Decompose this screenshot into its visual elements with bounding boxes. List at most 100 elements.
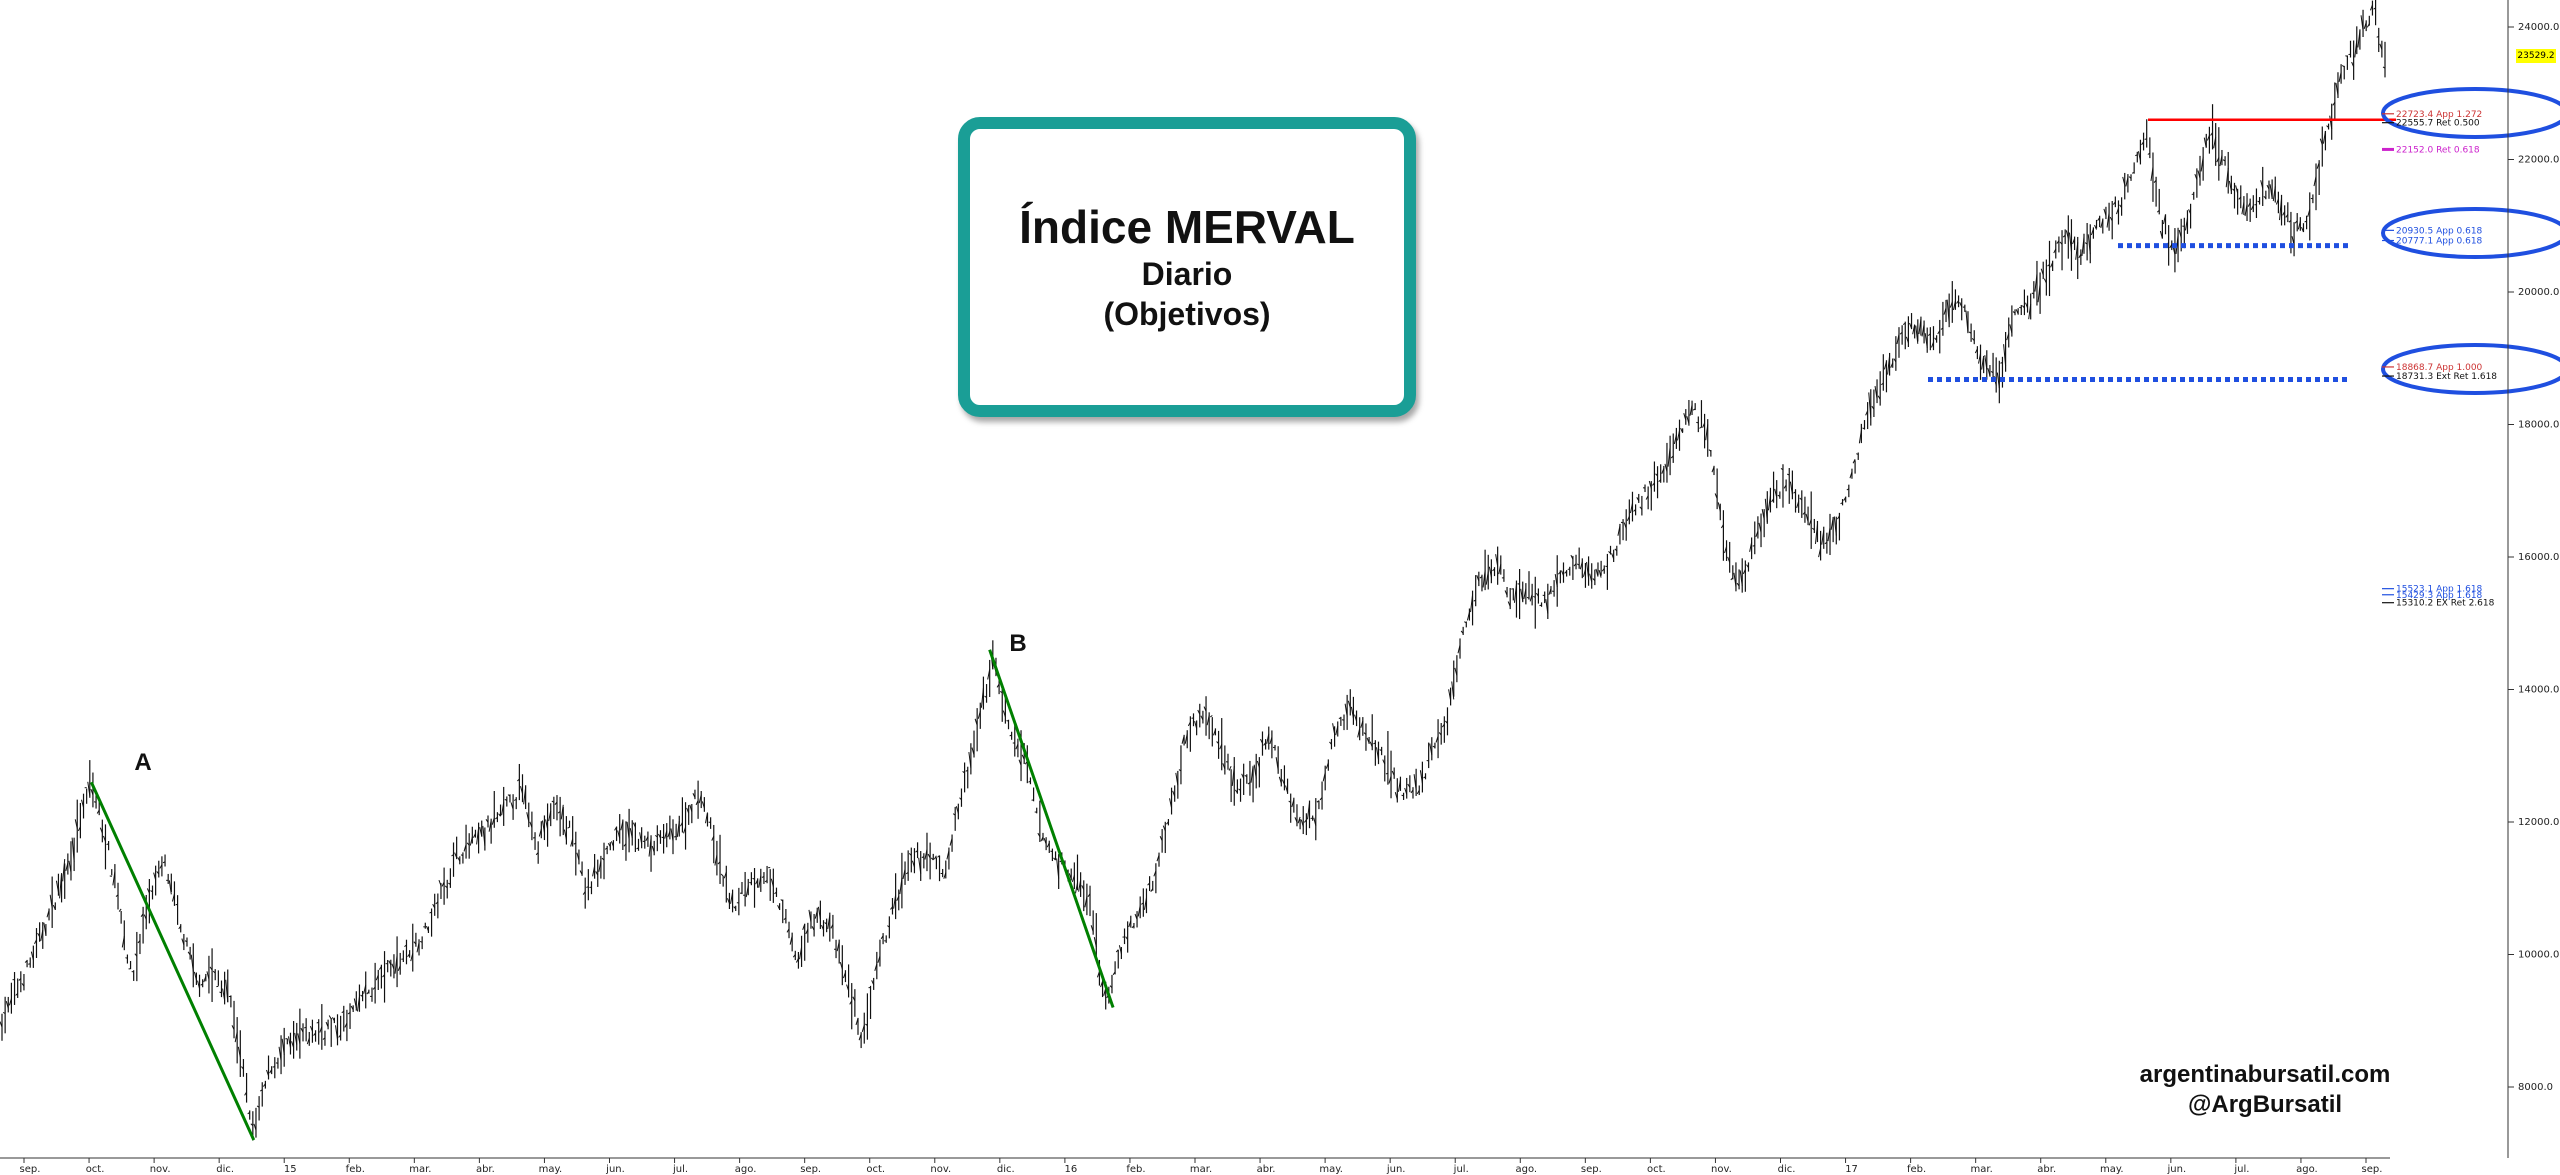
ohlc-open-tick [2225, 167, 2229, 188]
ohlc-open-tick [2316, 162, 2320, 169]
ohlc-open-tick [1464, 621, 1467, 624]
ohlc-open-tick [686, 807, 690, 814]
ohlc-open-tick [1222, 763, 1226, 770]
ohlc-open-tick [2335, 82, 2339, 96]
ohlc-open-tick [1576, 563, 1580, 566]
ohlc-open-tick [350, 1005, 354, 1011]
ohlc-open-tick [2131, 172, 2135, 174]
ohlc-open-tick [799, 946, 803, 960]
ohlc-open-tick [1081, 885, 1085, 890]
ohlc-open-tick [705, 812, 708, 824]
ohlc-open-tick [2326, 125, 2329, 128]
ohlc-open-tick [2351, 61, 2355, 67]
ohlc-open-tick [996, 683, 1000, 688]
ohlc-open-tick [441, 881, 445, 887]
ohlc-open-tick [1921, 323, 1925, 337]
ohlc-open-tick [943, 872, 947, 879]
ohlc-open-tick [2210, 132, 2213, 136]
ohlc-open-tick [1943, 307, 1947, 315]
ohlc-open-tick [281, 1038, 285, 1055]
ohlc-open-tick [927, 853, 931, 859]
ohlc-open-tick [1579, 561, 1583, 570]
ohlc-open-tick [140, 913, 144, 917]
ohlc-open-tick [1636, 497, 1640, 501]
ohlc-open-tick [2050, 262, 2054, 268]
ohlc-open-tick [645, 836, 649, 842]
ohlc-open-tick [1670, 455, 1674, 459]
ohlc-open-tick [1260, 738, 1263, 744]
ohlc-open-tick [1724, 546, 1728, 554]
ohlc-open-tick [538, 828, 542, 837]
ohlc-open-tick [1028, 780, 1031, 783]
ohlc-open-tick [2269, 184, 2273, 199]
ohlc-open-tick [949, 838, 953, 846]
ohlc-open-tick [874, 963, 878, 971]
ohlc-open-tick [745, 885, 749, 898]
ohlc-open-tick [1589, 573, 1593, 583]
ohlc-open-tick [432, 903, 436, 909]
ohlc-open-tick [905, 871, 909, 875]
ohlc-open-tick [429, 911, 432, 914]
ohlc-open-tick [338, 1034, 342, 1038]
ohlc-open-tick [1614, 548, 1618, 552]
ohlc-open-tick [1460, 630, 1464, 634]
ohlc-open-tick [1787, 473, 1790, 476]
ohlc-open-tick [1881, 382, 1884, 386]
ohlc-open-tick [2219, 155, 2223, 167]
ohlc-open-tick [1429, 743, 1433, 756]
ohlc-open-tick [1771, 498, 1774, 503]
ohlc-open-tick [1899, 331, 1903, 335]
ohlc-open-tick [1451, 681, 1455, 700]
ohlc-open-tick [592, 865, 596, 877]
ohlc-open-tick [1887, 355, 1891, 375]
ohlc-open-tick [347, 1012, 351, 1015]
ohlc-open-tick [1761, 508, 1765, 520]
ohlc-open-tick [1159, 836, 1163, 842]
x-tick-label: dic. [1778, 1164, 1796, 1175]
x-tick-label: may. [2100, 1164, 2124, 1175]
ohlc-open-tick [1269, 737, 1273, 745]
ohlc-open-tick [1862, 427, 1865, 430]
ohlc-open-tick [1598, 569, 1602, 578]
ohlc-open-tick [269, 1069, 273, 1074]
fib-label: 18868.7 App 1.000 [2396, 363, 2483, 373]
ohlc-open-tick [2247, 202, 2251, 207]
ohlc-open-tick [2037, 283, 2041, 303]
ohlc-open-tick [1479, 576, 1483, 579]
ohlc-open-tick [730, 892, 734, 904]
ohlc-open-tick [2373, 7, 2376, 10]
ohlc-open-tick [2094, 224, 2097, 230]
ohlc-open-tick [1865, 410, 1869, 416]
ohlc-open-tick [1667, 446, 1671, 467]
ohlc-open-tick [1485, 571, 1489, 585]
ohlc-open-tick [501, 802, 505, 816]
ohlc-open-tick [1601, 568, 1605, 572]
ohlc-open-tick [212, 970, 216, 974]
ohlc-open-tick [419, 940, 423, 943]
ohlc-open-tick [1758, 522, 1762, 533]
ohlc-open-tick [1533, 595, 1536, 598]
ohlc-open-tick [2135, 154, 2138, 157]
ohlc-open-tick [1015, 743, 1019, 750]
ohlc-open-tick [937, 855, 940, 858]
ohlc-open-tick [1956, 300, 1959, 304]
ohlc-open-tick [1021, 754, 1025, 760]
ohlc-open-tick [924, 849, 928, 860]
ohlc-open-tick [2075, 242, 2079, 260]
ohlc-open-tick [877, 955, 881, 963]
ohlc-open-tick [1056, 858, 1060, 879]
ohlc-open-tick [573, 842, 577, 845]
trend-line-b [988, 649, 1115, 1008]
ohlc-open-tick [444, 885, 448, 889]
x-tick-label: 15 [284, 1164, 297, 1175]
ohlc-open-tick [328, 1015, 332, 1020]
ohlc-open-tick [1764, 498, 1768, 523]
x-tick-label: sep. [800, 1164, 821, 1175]
ohlc-open-tick [1661, 468, 1665, 474]
chart-title: Índice MERVAL [1019, 201, 1355, 253]
ohlc-open-tick [1821, 530, 1825, 545]
ohlc-open-tick [197, 980, 201, 989]
ohlc-open-tick [2250, 205, 2254, 210]
chart-subtitle: Diario [1141, 256, 1233, 292]
ohlc-open-tick [1658, 479, 1662, 483]
